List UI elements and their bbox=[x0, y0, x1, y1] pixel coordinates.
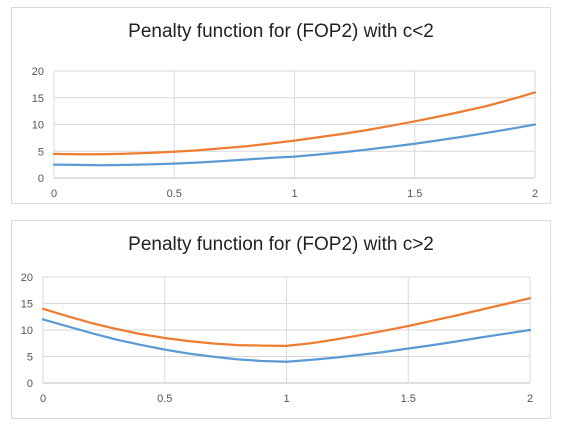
x-tick-label: 1.5 bbox=[401, 393, 416, 405]
y-tick-label: 15 bbox=[21, 299, 33, 311]
x-tick-label: 1.5 bbox=[407, 188, 422, 200]
chart-title: Penalty function for (FOP2) with c>2 bbox=[128, 234, 434, 255]
chart-title: Penalty function for (FOP2) with c<2 bbox=[128, 21, 434, 42]
y-tick-label: 10 bbox=[32, 120, 44, 132]
series-line-1 bbox=[41, 318, 532, 363]
x-tick-label: 0 bbox=[40, 393, 46, 405]
y-tick-label: 5 bbox=[27, 352, 33, 364]
line-chart: 0 5 10 15 20 0 0.5 1 1.5 2 bbox=[21, 272, 533, 405]
chart-panel-2: Penalty function for (FOP2) with c>2 0 5 1… bbox=[11, 220, 551, 419]
series-line-2 bbox=[41, 297, 532, 348]
x-tick-label: 0.5 bbox=[157, 393, 172, 405]
x-tick-label: 0.5 bbox=[167, 188, 182, 200]
x-tick-label: 2 bbox=[527, 393, 533, 405]
x-tick-label: 2 bbox=[532, 188, 538, 200]
y-tick-label: 0 bbox=[38, 173, 44, 185]
y-tick-label: 10 bbox=[21, 325, 33, 337]
x-tick-label: 1 bbox=[283, 393, 289, 405]
x-tick-label: 1 bbox=[291, 188, 297, 200]
y-tick-label: 15 bbox=[32, 93, 44, 105]
y-tick-label: 0 bbox=[27, 378, 33, 390]
line-chart: 0 5 10 15 20 0 0.5 1 1.5 2 bbox=[32, 66, 538, 200]
series-line-2 bbox=[52, 91, 537, 156]
y-tick-label: 20 bbox=[21, 272, 33, 284]
y-tick-label: 5 bbox=[38, 146, 44, 158]
y-tick-label: 20 bbox=[32, 66, 44, 78]
x-tick-label: 0 bbox=[51, 188, 57, 200]
chart-panel-1: Penalty function for (FOP2) with c<2 0 5 1… bbox=[11, 7, 551, 204]
series-line-1 bbox=[52, 123, 537, 167]
